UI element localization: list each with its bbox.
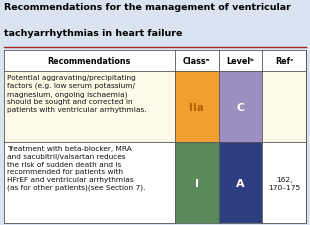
Text: IIa: IIa	[189, 102, 204, 112]
Text: Treatment with beta-blocker, MRA
and sacubitril/valsartan reduces
the risk of su: Treatment with beta-blocker, MRA and sac…	[7, 145, 145, 190]
Bar	[219, 72, 262, 143]
Bar	[175, 72, 219, 143]
Text: Potential aggravating/precipitating
factors (e.g. low serum potassium/
magnesium: Potential aggravating/precipitating fact…	[7, 75, 146, 113]
Text: 162,
170–175: 162, 170–175	[268, 176, 300, 190]
Bar	[4, 143, 306, 223]
Bar	[262, 72, 306, 143]
Text: Recommendations for the management of ventricular: Recommendations for the management of ve…	[4, 3, 291, 12]
Text: Classᵃ: Classᵃ	[183, 57, 210, 66]
Bar	[4, 72, 306, 143]
Text: Recommendations: Recommendations	[47, 57, 131, 66]
Bar	[175, 143, 219, 223]
Text: A: A	[236, 178, 245, 188]
Text: Refᶜ: Refᶜ	[275, 57, 294, 66]
Bar	[4, 51, 306, 72]
Text: C: C	[237, 102, 245, 112]
Text: I: I	[195, 178, 199, 188]
Text: Levelᵇ: Levelᵇ	[227, 57, 255, 66]
Text: tachyarrhythmias in heart failure: tachyarrhythmias in heart failure	[4, 29, 182, 38]
Bar	[219, 143, 262, 223]
